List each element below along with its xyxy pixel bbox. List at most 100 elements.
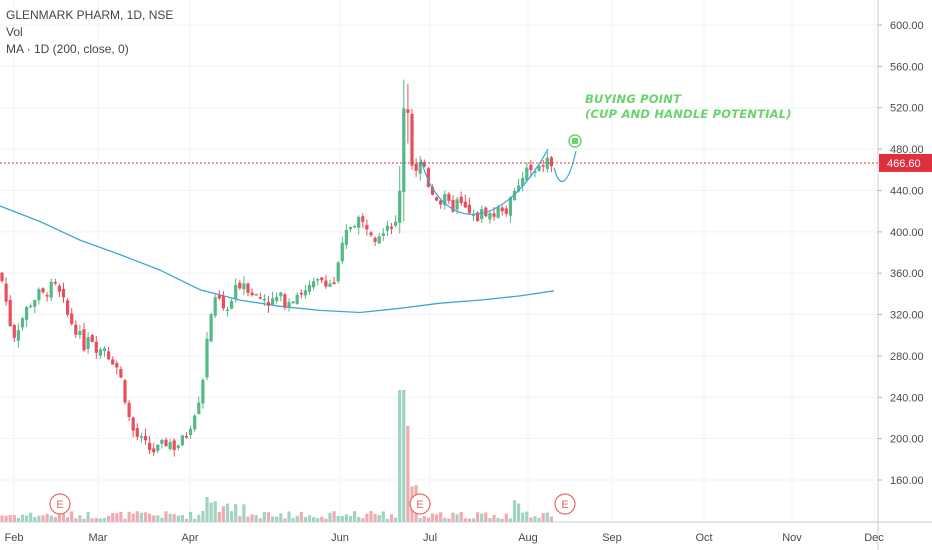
time-tick-label: Jul [423, 532, 437, 544]
candle-body [447, 193, 451, 201]
time-axis: Feb Mar Apr Jun Jul Aug Sep Oct Nov Dec [0, 521, 932, 544]
candle-body [517, 185, 521, 192]
volume-bar [127, 511, 131, 522]
volume-bar [57, 512, 61, 522]
candle-body [262, 298, 266, 301]
volume-bar [373, 514, 377, 522]
price-tick-label: 560.00 [890, 61, 924, 73]
earnings-marker-label: E [416, 499, 423, 511]
candle-body [123, 380, 127, 403]
volume-bar [86, 512, 90, 522]
candle-body [61, 289, 66, 298]
volume-bar [168, 513, 172, 522]
volume-bar [107, 515, 111, 522]
candle-body [57, 285, 61, 292]
time-tick-label: Nov [782, 532, 802, 544]
volume-bar [29, 512, 33, 522]
volume-bar [402, 390, 406, 522]
candle-body [291, 301, 295, 304]
volume-bar [312, 517, 316, 522]
volume-bar [66, 517, 70, 522]
candle-body [242, 283, 246, 290]
volume-bar [484, 512, 488, 522]
price-axis: 160.00 200.00 240.00 280.00 320.00 360.00 400.… [877, 0, 932, 550]
volume-bar [230, 511, 234, 522]
candle-body [25, 307, 29, 320]
candle-body [250, 292, 254, 296]
volume-bar [258, 518, 262, 522]
candle-body [258, 297, 262, 299]
volume-bar [148, 513, 152, 522]
candle-body [500, 207, 504, 212]
candle-body [394, 221, 398, 226]
volume-bar [61, 513, 66, 522]
volume-bar [361, 518, 365, 522]
candle-body [49, 281, 53, 298]
earnings-marker[interactable] [409, 493, 431, 515]
candle-body [127, 402, 131, 418]
volume-bar [488, 518, 492, 522]
volume-bar [49, 515, 53, 522]
volume-bar [254, 515, 258, 522]
candle-body [549, 157, 553, 167]
volume-bar [394, 517, 398, 522]
candle-body [119, 368, 123, 378]
volume-bar [525, 511, 529, 522]
volume-bar [262, 512, 266, 522]
candle-body [373, 237, 377, 242]
candle-body [455, 199, 459, 210]
candle-body [406, 109, 410, 113]
candle-body [78, 331, 82, 335]
candle-body [102, 348, 107, 352]
volume-bar [324, 518, 328, 522]
volume-bar [463, 518, 467, 522]
earnings-marker[interactable] [49, 493, 71, 515]
time-tick-label: Apr [181, 532, 198, 544]
volume-bar [180, 515, 184, 522]
volume-bar [271, 516, 275, 522]
chart-legend: GLENMARK PHARM, 1D, NSE Vol MA · 1D (200… [6, 7, 173, 58]
candle-body [176, 445, 180, 449]
candle-body [377, 236, 381, 244]
volume-bar [119, 511, 123, 522]
grid-lines [0, 0, 878, 522]
volume-bar [152, 515, 156, 522]
candle-body [348, 227, 353, 230]
volume-bar [377, 515, 381, 522]
volume-bar [476, 512, 480, 522]
candle-body [74, 324, 78, 335]
candle-body [512, 190, 517, 201]
price-tick-label: 320.00 [890, 310, 924, 322]
earnings-marker[interactable] [554, 493, 576, 515]
volume-bar [41, 515, 45, 522]
candle-body [70, 313, 74, 324]
candle-body [205, 338, 209, 378]
candle-body [533, 171, 537, 174]
candle-body [266, 301, 271, 306]
candle-body [172, 440, 176, 451]
candle-body [381, 233, 385, 236]
volume-bar [549, 516, 553, 522]
candle-body [98, 349, 102, 356]
candle-body [443, 194, 447, 206]
volume-bar [336, 515, 340, 522]
candle-body [94, 341, 98, 353]
candle-body [20, 318, 25, 328]
volume-bar [70, 511, 74, 522]
candle-body [45, 295, 49, 297]
candle-body [148, 442, 152, 450]
cup-handle-pattern [420, 134, 582, 215]
candle-body [508, 197, 512, 216]
volume-bars [0, 390, 553, 522]
volume-bar [455, 514, 459, 522]
volume-bar [348, 515, 353, 522]
cup-curve [420, 148, 549, 215]
volume-bar [365, 513, 369, 522]
volume-bar [492, 514, 496, 522]
volume-bar [217, 511, 221, 522]
candle-body [225, 309, 230, 311]
volume-bar [135, 511, 139, 522]
volume-bar [131, 513, 135, 522]
